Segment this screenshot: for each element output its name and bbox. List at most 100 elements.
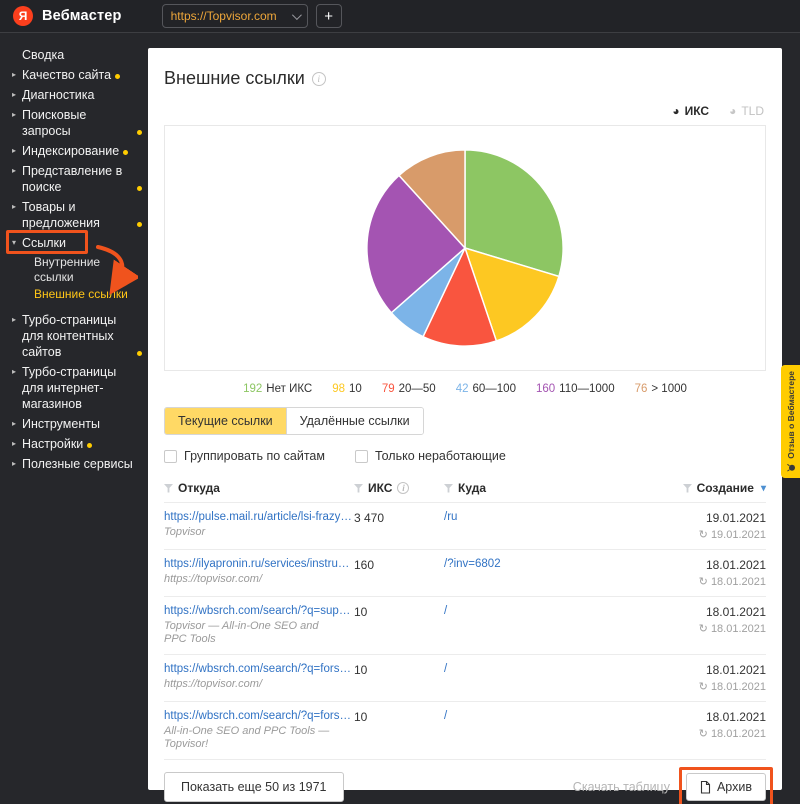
sidebar-item-zaprosy[interactable]: Поисковые запросы xyxy=(12,107,142,139)
filter-group-by-sites[interactable]: Группировать по сайтам xyxy=(164,449,325,463)
iks-value: 10 xyxy=(354,605,368,619)
host-selector-value: https://Topvisor.com xyxy=(170,9,277,23)
to-url-link[interactable]: / xyxy=(444,605,448,617)
sidebar-item-nastroyki[interactable]: Настройки xyxy=(12,436,142,452)
chevron-right-icon xyxy=(12,143,22,159)
created-cell: 18.01.2021 ↻ 18.01.2021 xyxy=(698,558,766,588)
chevron-right-icon xyxy=(12,416,22,432)
checkbox-group-by-sites[interactable] xyxy=(164,449,177,463)
download-table-link[interactable]: Скачать таблицу xyxy=(572,780,670,794)
from-page-title: https://topvisor.com/ xyxy=(164,573,263,585)
update-dot xyxy=(137,351,142,356)
info-icon[interactable]: i xyxy=(311,71,326,86)
from-cell: https://wbsrch.com/search/?q=supporte To… xyxy=(164,605,354,646)
toggle-tld[interactable]: ◕ TLD xyxy=(729,104,764,118)
to-url-link[interactable]: / xyxy=(444,663,448,675)
feedback-tab[interactable]: Отзыв о Вебмастере xyxy=(781,365,800,478)
from-page-title: Topvisor xyxy=(164,526,206,538)
refresh-icon: ↻ xyxy=(698,576,708,588)
from-url-link[interactable]: https://wbsrch.com/search/?q=forsaleby..… xyxy=(164,710,354,722)
filter-funnel-icon[interactable] xyxy=(164,483,173,493)
pie-slice[interactable] xyxy=(397,149,466,250)
chart-mode-toggles: ◕ ИКС ◕ TLD xyxy=(672,104,764,118)
sidebar-item-turbo-content[interactable]: Турбо-страницы для контентных сайтов xyxy=(12,312,142,360)
chevron-right-icon xyxy=(12,312,22,328)
refresh-icon: ↻ xyxy=(698,623,708,635)
pie-slice[interactable] xyxy=(422,246,498,347)
to-url-link[interactable]: / xyxy=(444,710,448,722)
pie-slice[interactable] xyxy=(464,149,564,278)
filters-row: Группировать по сайтам Только неработающ… xyxy=(164,449,766,463)
chevron-right-icon xyxy=(12,163,22,179)
from-cell: https://pulse.mail.ru/article/lsi-frazy-… xyxy=(164,511,354,539)
column-header-iks: ИКС i xyxy=(354,481,444,495)
info-icon[interactable]: i xyxy=(397,482,410,494)
update-dot xyxy=(137,222,142,227)
update-dot xyxy=(87,443,93,448)
filter-broken-only[interactable]: Только неработающие xyxy=(354,449,506,463)
sort-desc-icon[interactable]: ▾ xyxy=(760,482,766,494)
host-selector-dropdown[interactable]: https://Topvisor.com xyxy=(161,4,308,28)
sidebar-item-instrumenty[interactable]: Инструменты xyxy=(12,416,142,432)
to-url-link[interactable]: /ru xyxy=(444,511,458,523)
topbar: Я Вебмастер https://Topvisor.com + xyxy=(0,0,800,33)
tab-removed-links[interactable]: Удалённые ссылки xyxy=(285,408,423,434)
sidebar-item-diagnostika[interactable]: Диагностика xyxy=(12,87,142,103)
from-url-link[interactable]: https://pulse.mail.ru/article/lsi-frazy-… xyxy=(164,511,354,523)
yandex-webmaster-logo[interactable]: Я Вебмастер xyxy=(13,6,122,26)
legend-item: 79 20—50 xyxy=(381,383,436,395)
sidebar-item-kachestvo[interactable]: Качество сайта xyxy=(12,67,142,83)
from-page-title: All-in-One SEO and PPC Tools — Topvisor! xyxy=(164,725,330,750)
to-url-link[interactable]: /?inv=6802 xyxy=(444,558,501,570)
sidebar-item-poleznye-servisy[interactable]: Полезные сервисы xyxy=(12,456,142,472)
pie-chart-icon: ◕ xyxy=(672,104,680,118)
legend-value-5: 76 xyxy=(634,383,648,395)
sidebar-item-vnutrennie-ssylki[interactable]: Внутренние ссылки xyxy=(34,255,101,284)
pie-chart[interactable] xyxy=(362,145,568,351)
legend-value-3: 42 xyxy=(455,383,469,395)
from-url-link[interactable]: https://ilyapronin.ru/services/instrumen… xyxy=(164,558,354,570)
sidebar-item-indeksirovanie[interactable]: Индексирование xyxy=(12,143,142,159)
sidebar-item-predstavlenie[interactable]: Представление в поиске xyxy=(12,163,142,195)
table-row: https://wbsrch.com/search/?q=supporte To… xyxy=(164,597,766,655)
sort-column-label[interactable]: Создание xyxy=(696,481,754,495)
page-title: Внешние ссылки xyxy=(164,68,305,88)
pie-slice[interactable] xyxy=(463,246,560,342)
pie-slice[interactable] xyxy=(366,174,467,314)
add-site-button[interactable]: + xyxy=(315,4,342,28)
tab-current-links[interactable]: Текущие ссылки xyxy=(165,408,286,434)
toggle-iks[interactable]: ◕ ИКС xyxy=(672,104,710,118)
table-footer: Показать еще 50 из 1971 Скачать таблицу … xyxy=(164,767,773,804)
iks-value: 160 xyxy=(354,558,375,572)
show-more-button[interactable]: Показать еще 50 из 1971 xyxy=(164,772,344,802)
chevron-right-icon xyxy=(12,436,22,452)
update-dot xyxy=(137,186,142,191)
update-dot xyxy=(123,150,129,155)
legend-item: 76 > 1000 xyxy=(634,383,687,395)
table-header: Откуда ИКС i Куда Создание ▾ xyxy=(164,475,766,503)
from-url-link[interactable]: https://wbsrch.com/search/?q=forsaleby..… xyxy=(164,663,354,675)
filter-funnel-icon[interactable] xyxy=(444,483,453,493)
refresh-icon: ↻ xyxy=(698,529,708,541)
sidebar-item-ssylki[interactable]: Ссылки xyxy=(6,230,142,295)
sidebar-item-svodka[interactable]: Сводка xyxy=(22,48,65,62)
sidebar-item-turbo-shops[interactable]: Турбо-страницы для интернет-магазинов xyxy=(12,364,142,412)
feedback-icon xyxy=(786,463,795,472)
sidebar-item-vneshnie-ssylki[interactable]: Внешние ссылки xyxy=(34,287,128,301)
archive-button[interactable]: Архив xyxy=(685,773,766,801)
from-page-title: https://topvisor.com/ xyxy=(164,678,263,690)
checkbox-broken-only[interactable] xyxy=(354,449,368,463)
chart-legend: 192 Нет ИКС 98 10 79 20—50 42 60—100 160… xyxy=(148,383,782,395)
filter-funnel-icon[interactable] xyxy=(682,483,692,493)
from-url-link[interactable]: https://wbsrch.com/search/?q=supporte xyxy=(164,605,354,617)
created-cell: 18.01.2021 ↻ 18.01.2021 xyxy=(698,663,766,693)
chevron-right-icon xyxy=(12,107,22,123)
app-title: Вебмастер xyxy=(42,8,122,24)
sidebar-item-tovary[interactable]: Товары и предложения xyxy=(12,199,142,231)
from-cell: https://ilyapronin.ru/services/instrumen… xyxy=(164,558,354,586)
legend-value-4: 160 xyxy=(535,383,556,395)
column-header-sozdanie: Создание ▾ xyxy=(604,481,766,495)
filter-funnel-icon[interactable] xyxy=(354,483,363,493)
from-cell: https://wbsrch.com/search/?q=forsaleby..… xyxy=(164,663,354,691)
